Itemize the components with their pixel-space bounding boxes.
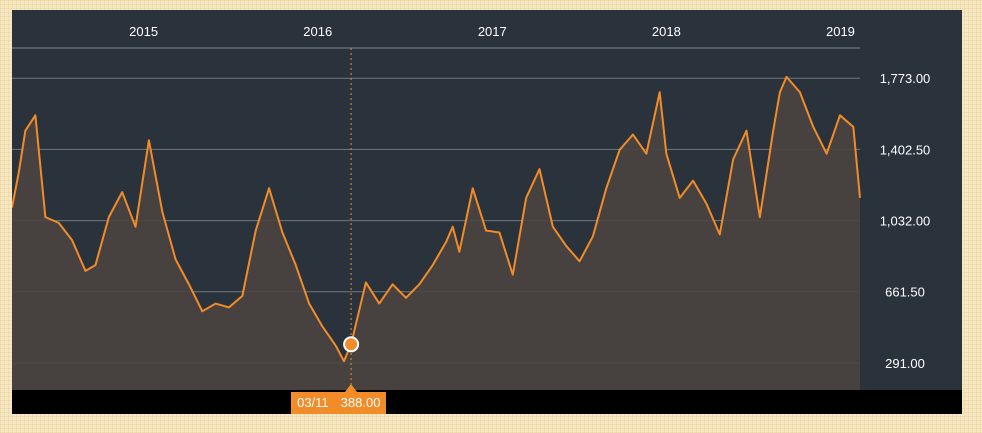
x-tick-label-2016: 2016 — [303, 24, 332, 39]
y-tick-label-0: 291.00 — [885, 356, 925, 371]
y-tick-label-2: 1,032.00 — [880, 214, 931, 229]
tooltip-caret — [345, 384, 358, 392]
y-tick-label-1: 661.50 — [885, 285, 925, 300]
crosshair-tooltip: 03/11 388.00 — [291, 392, 387, 414]
y-tick-label-3: 1,402.50 — [880, 142, 931, 157]
chart-frame: 2015 2016 2017 2018 2019 291.00 661.50 1,032.00… — [12, 10, 962, 414]
tooltip-value: 388.00 — [340, 395, 381, 410]
x-tick-label-2017: 2017 — [478, 24, 507, 39]
tooltip-date: 03/11 — [297, 395, 329, 410]
crosshair-marker — [343, 336, 360, 353]
x-tick-label-2018: 2018 — [652, 24, 681, 39]
price-chart[interactable]: 2015 2016 2017 2018 2019 291.00 661.50 1,032.00… — [12, 10, 962, 390]
x-tick-label-2015: 2015 — [129, 24, 158, 39]
series-area-fill — [12, 76, 860, 390]
y-tick-label-4: 1,773.00 — [880, 71, 931, 86]
chart-footer-bar — [12, 390, 962, 414]
series-line — [12, 75, 861, 363]
x-tick-label-2019: 2019 — [826, 24, 855, 39]
